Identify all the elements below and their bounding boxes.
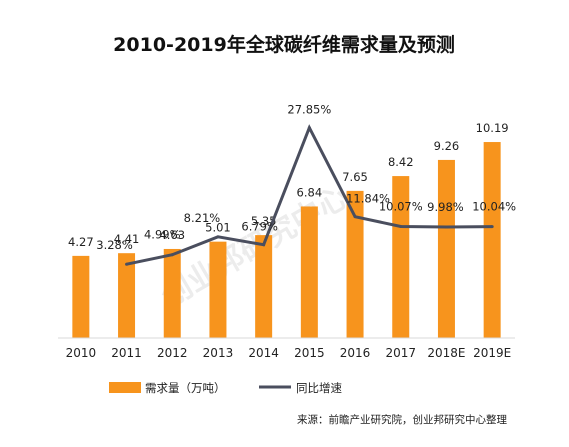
bar-label-2016: 7.65: [342, 170, 368, 184]
bar-2012: [163, 248, 181, 338]
bar-label-2019E: 10.19: [476, 121, 509, 135]
line-label-2011: 3.28%: [96, 238, 133, 252]
line-label-2012: 4.99%: [144, 228, 181, 242]
bar-label-2017: 8.42: [388, 155, 414, 169]
bar-label-2015: 6.84: [297, 185, 323, 199]
x-tick-2015: 2015: [294, 346, 325, 360]
x-tick-2016: 2016: [340, 346, 371, 360]
x-tick-2012: 2012: [157, 346, 188, 360]
bar-2018E: [437, 159, 455, 338]
bar-2016: [346, 190, 364, 338]
x-tick-2018E: 2018E: [427, 346, 465, 360]
line-label-2017: 10.07%: [379, 200, 423, 214]
bar-2010: [72, 255, 90, 338]
line-point-2012: [170, 253, 174, 257]
line-point-2013: [216, 235, 220, 239]
x-tick-2014: 2014: [248, 346, 279, 360]
line-point-2014: [262, 243, 266, 247]
legend-label-demand: 需求量（万吨）: [145, 381, 226, 395]
line-label-2015: 27.85%: [287, 103, 331, 117]
bar-label-2010: 4.27: [68, 235, 94, 249]
watermark: 创业邦研究中心: [155, 179, 355, 315]
bar-label-2018E: 9.26: [434, 139, 460, 153]
line-value-labels: 3.28% 4.99%8.21% 6.79% 27.85% 11.84%10.07% 9.…: [96, 103, 516, 253]
bar-2013: [209, 241, 227, 338]
legend-swatch-demand: [109, 382, 141, 393]
bar-label-2013: 5.01: [205, 221, 231, 235]
source-note: 来源：前瞻产业研究院，创业邦研究中心整理: [297, 413, 507, 426]
bar-2017: [392, 176, 410, 338]
line-label-2019E: 10.04%: [472, 200, 516, 214]
line-point-2015: [307, 126, 311, 130]
x-tick-2019E: 2019E: [473, 346, 511, 360]
x-axis-tick-labels: 2010 2011 2012 2013 2014 2015 2016 2017 2018E 201…: [66, 346, 512, 360]
bar-2019E: [483, 142, 501, 338]
line-label-2018E: 9.98%: [427, 200, 464, 214]
line-point-2011: [125, 262, 129, 266]
bar-label-2011: 4.41: [114, 232, 140, 246]
x-tick-2010: 2010: [66, 346, 97, 360]
chart-title: 2010-2019年全球碳纤维需求量及预测: [113, 33, 455, 56]
line-point-2017: [399, 225, 403, 228]
x-tick-2017: 2017: [385, 346, 416, 360]
x-tick-2011: 2011: [111, 346, 142, 360]
line-label-2016: 11.84%: [346, 192, 390, 206]
line-point-2018E: [444, 225, 448, 229]
x-tick-2013: 2013: [203, 346, 234, 360]
legend-label-growth: 同比增速: [296, 381, 342, 395]
line-label-2013: 8.21%: [184, 211, 221, 225]
bar-value-labels: 4.27 4.41 4.635.01 5.356.847.658.429.2610.1…: [68, 121, 509, 249]
line-point-2019E: [490, 225, 494, 229]
line-label-2014: 6.79%: [241, 220, 278, 234]
legend: 需求量（万吨） 同比增速: [109, 381, 342, 395]
bar-2014: [255, 235, 273, 338]
bar-2015: [300, 206, 318, 338]
bar-label-2012: 4.63: [159, 228, 185, 242]
line-point-2016: [353, 215, 357, 219]
bar-2011: [118, 253, 136, 338]
bar-series: [72, 142, 501, 338]
line-series: [125, 124, 494, 266]
